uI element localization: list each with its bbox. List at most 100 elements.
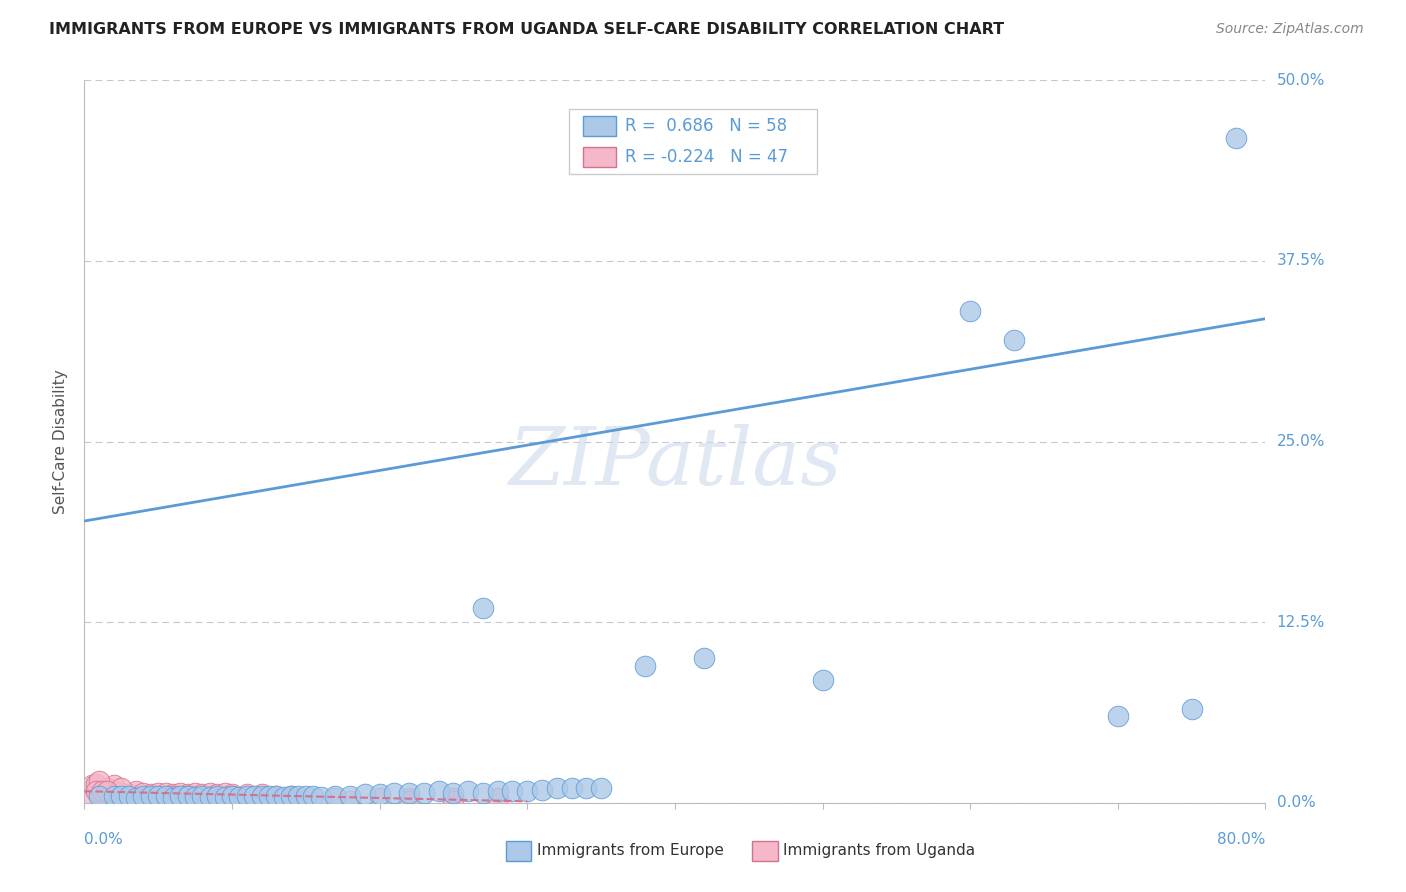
Text: Immigrants from Europe: Immigrants from Europe: [537, 844, 724, 858]
Point: [198, 790, 221, 805]
Point: [207, 789, 229, 803]
Point: [280, 791, 302, 805]
Point: [228, 790, 250, 805]
Point: [561, 781, 583, 796]
Point: [398, 794, 420, 808]
Point: [125, 784, 148, 798]
Point: [155, 786, 177, 800]
Point: [472, 786, 495, 800]
Point: [110, 781, 132, 796]
Point: [84, 784, 107, 798]
Point: [295, 794, 318, 808]
Point: [1181, 702, 1204, 716]
Point: [295, 789, 318, 803]
Text: 50.0%: 50.0%: [1277, 73, 1324, 87]
Point: [325, 791, 347, 805]
Point: [87, 789, 111, 803]
Point: [191, 787, 214, 801]
Point: [811, 673, 834, 687]
Text: ZIPatlas: ZIPatlas: [508, 425, 842, 502]
Text: R =  0.686   N = 58: R = 0.686 N = 58: [626, 117, 787, 135]
Point: [368, 787, 391, 801]
Point: [103, 779, 125, 793]
Point: [516, 784, 538, 798]
Point: [443, 791, 465, 805]
Point: [443, 786, 465, 800]
Point: [591, 781, 613, 796]
Point: [177, 789, 200, 803]
Point: [177, 787, 200, 801]
Point: [1004, 334, 1026, 348]
Text: 12.5%: 12.5%: [1277, 615, 1324, 630]
Point: [236, 787, 259, 801]
Point: [309, 790, 332, 805]
Point: [110, 789, 132, 803]
Point: [80, 779, 103, 793]
Point: [382, 786, 406, 800]
Point: [221, 787, 243, 801]
Point: [125, 791, 148, 805]
Point: [257, 789, 280, 803]
Point: [91, 784, 114, 798]
Point: [287, 789, 309, 803]
Point: [103, 784, 125, 798]
Point: [103, 789, 125, 803]
Point: [184, 790, 207, 805]
Point: [273, 790, 295, 805]
Text: Source: ZipAtlas.com: Source: ZipAtlas.com: [1216, 22, 1364, 37]
Point: [280, 789, 302, 803]
Point: [236, 789, 259, 803]
Point: [959, 304, 981, 318]
Point: [162, 791, 184, 805]
Point: [169, 786, 191, 800]
Point: [139, 787, 162, 801]
Point: [634, 658, 657, 673]
Text: 0.0%: 0.0%: [84, 831, 124, 847]
Point: [250, 791, 273, 805]
Point: [398, 786, 420, 800]
Point: [169, 789, 191, 803]
Point: [266, 789, 288, 803]
Point: [501, 784, 523, 798]
Point: [221, 789, 243, 803]
Point: [266, 789, 288, 803]
Point: [87, 774, 111, 789]
Point: [139, 789, 162, 803]
Point: [148, 789, 170, 803]
Point: [198, 786, 221, 800]
Point: [339, 789, 361, 803]
Point: [457, 784, 479, 798]
FancyBboxPatch shape: [582, 147, 616, 167]
Point: [486, 784, 509, 798]
Text: 0.0%: 0.0%: [1277, 796, 1315, 810]
Point: [221, 789, 243, 803]
Y-axis label: Self-Care Disability: Self-Care Disability: [53, 369, 69, 514]
Point: [87, 786, 111, 800]
Point: [214, 786, 236, 800]
Text: R = -0.224   N = 47: R = -0.224 N = 47: [626, 148, 789, 166]
Text: 25.0%: 25.0%: [1277, 434, 1324, 449]
Point: [110, 786, 132, 800]
Point: [354, 787, 377, 801]
Point: [162, 789, 184, 803]
Point: [96, 781, 118, 796]
Point: [427, 784, 450, 798]
Point: [132, 789, 155, 803]
Point: [486, 791, 509, 805]
Point: [243, 789, 266, 803]
Point: [368, 791, 391, 805]
Point: [96, 784, 118, 798]
Point: [413, 786, 436, 800]
Point: [325, 789, 347, 803]
Point: [148, 786, 170, 800]
Point: [1225, 131, 1247, 145]
Point: [280, 789, 302, 803]
Point: [118, 789, 141, 803]
Point: [118, 787, 141, 801]
Text: 37.5%: 37.5%: [1277, 253, 1324, 268]
Point: [302, 789, 325, 803]
Point: [155, 789, 177, 803]
Point: [177, 789, 200, 803]
FancyBboxPatch shape: [568, 109, 817, 174]
FancyBboxPatch shape: [582, 116, 616, 136]
